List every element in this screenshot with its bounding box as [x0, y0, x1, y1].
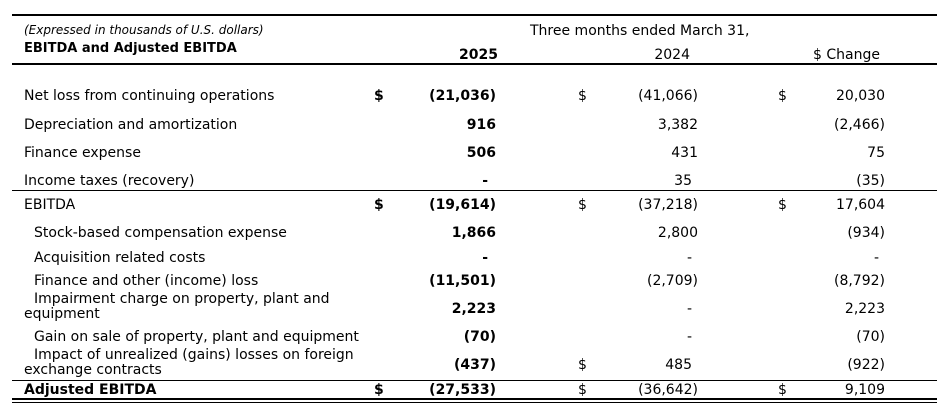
row-label-line1: Impact of unrealized (gains) losses on f…	[34, 347, 354, 363]
period-heading: Three months ended March 31,	[530, 23, 750, 39]
currency-symbol: $	[374, 88, 384, 104]
table-title: EBITDA and Adjusted EBITDA	[24, 41, 237, 56]
value-change: (922)	[847, 357, 885, 373]
currency-symbol: $	[578, 88, 587, 104]
value-2025: (19,614)	[429, 197, 496, 213]
value-2024: -	[686, 329, 692, 345]
subtotal-rule	[12, 190, 937, 191]
row-label: Adjusted EBITDA	[24, 382, 157, 398]
value-change: 20,030	[836, 88, 885, 104]
value-2025: 916	[466, 117, 496, 133]
value-2025: 1,866	[451, 225, 496, 241]
row-label-line2: equipment	[24, 306, 100, 322]
value-change: (8,792)	[833, 273, 885, 289]
value-change: (2,466)	[833, 117, 885, 133]
top-rule	[12, 14, 937, 16]
currency-symbol: $	[374, 197, 384, 213]
value-change: -	[873, 250, 879, 266]
value-2025: (70)	[463, 329, 496, 345]
value-2025: (437)	[453, 357, 496, 373]
value-2025: (11,501)	[429, 273, 496, 289]
value-2024: (41,066)	[638, 88, 698, 104]
row-label-line2: exchange contracts	[24, 362, 162, 378]
value-2024: 2,800	[657, 225, 698, 241]
value-change: 75	[867, 145, 885, 161]
value-2024: -	[686, 301, 692, 317]
column-header-2025: 2025	[459, 47, 498, 63]
value-change: 2,223	[844, 301, 885, 317]
value-2024: 485	[665, 357, 692, 373]
row-label: Impairment charge on property, plant and…	[24, 291, 354, 322]
value-change: (934)	[847, 225, 885, 241]
row-label: Net loss from continuing operations	[24, 88, 275, 104]
currency-symbol: $	[578, 382, 587, 398]
value-2024: (37,218)	[638, 197, 698, 213]
value-2025: (27,533)	[429, 382, 496, 398]
value-2024: 431	[671, 145, 698, 161]
value-change: 17,604	[836, 197, 885, 213]
row-label: Finance expense	[24, 145, 141, 161]
row-label: EBITDA	[24, 197, 76, 213]
row-label: Stock-based compensation expense	[34, 225, 287, 241]
value-change: (70)	[856, 329, 885, 345]
double-underline-top	[12, 398, 937, 400]
column-header-2024: 2024	[654, 47, 690, 63]
value-2024: 3,382	[657, 117, 698, 133]
value-change: (35)	[856, 173, 885, 189]
currency-symbol: $	[578, 197, 587, 213]
currency-symbol: $	[578, 357, 587, 373]
row-label: Income taxes (recovery)	[24, 173, 195, 189]
value-2024: -	[686, 250, 692, 266]
value-2025: 506	[466, 145, 496, 161]
value-2024: (2,709)	[646, 273, 698, 289]
total-rule	[12, 380, 937, 381]
currency-symbol: $	[778, 197, 787, 213]
row-label: Acquisition related costs	[34, 250, 206, 266]
units-note: (Expressed in thousands of U.S. dollars)	[24, 23, 264, 37]
value-change: 9,109	[844, 382, 885, 398]
value-2024: (36,642)	[638, 382, 698, 398]
row-label: Depreciation and amortization	[24, 117, 238, 133]
row-label-line1: Impairment charge on property, plant and	[34, 291, 330, 307]
row-label: Finance and other (income) loss	[34, 273, 259, 289]
value-2025: 2,223	[451, 301, 496, 317]
value-2025: -	[482, 173, 488, 189]
double-underline-bottom	[12, 402, 937, 403]
value-2025: (21,036)	[429, 88, 496, 104]
value-2024: 35	[674, 173, 692, 189]
currency-symbol: $	[778, 88, 787, 104]
row-label: Impact of unrealized (gains) losses on f…	[24, 347, 354, 378]
header-rule	[12, 63, 937, 65]
row-label: Gain on sale of property, plant and equi…	[34, 329, 359, 345]
currency-symbol: $	[778, 382, 787, 398]
column-header-change: $ Change	[813, 47, 880, 63]
currency-symbol: $	[374, 382, 384, 398]
value-2025: -	[482, 250, 488, 266]
